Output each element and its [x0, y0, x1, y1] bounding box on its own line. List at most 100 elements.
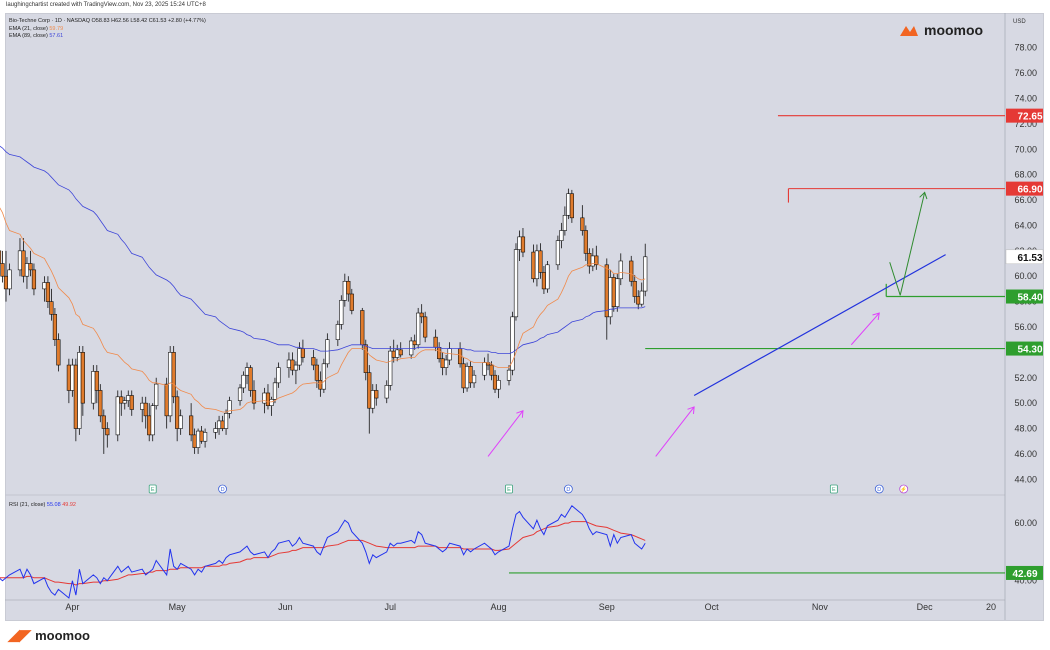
- candle: [290, 352, 295, 376]
- candle-body: [437, 346, 442, 360]
- candle-body: [213, 428, 218, 433]
- arrow-shaft: [889, 262, 901, 296]
- candle-body: [643, 256, 648, 292]
- pink-arrow: [487, 410, 524, 457]
- candle-body: [433, 336, 438, 348]
- candle: [178, 409, 183, 435]
- candle-body: [262, 392, 267, 404]
- candle: [559, 222, 564, 249]
- candle: [199, 425, 204, 444]
- candle: [45, 276, 51, 308]
- footer-brand: ◢◤ moomoo: [8, 626, 90, 644]
- candle-body: [423, 316, 428, 338]
- projection-arrow: [889, 191, 928, 296]
- candle: [444, 354, 449, 376]
- candle-body: [471, 374, 477, 384]
- x-tick-label: May: [169, 602, 187, 612]
- currency-label: USD: [1013, 19, 1026, 25]
- y-tick-label: 74.00: [1014, 94, 1037, 104]
- candle-body: [24, 263, 30, 277]
- candle-body: [265, 392, 271, 406]
- candle: [531, 244, 536, 283]
- candle-body: [464, 366, 470, 389]
- candle-body: [175, 396, 180, 429]
- x-tick-label: Jun: [278, 602, 293, 612]
- candle: [126, 390, 131, 407]
- event-marker-letter: D: [221, 487, 225, 493]
- price-label-last: 61.53: [1005, 249, 1044, 265]
- candle: [122, 396, 127, 410]
- event-marker: D: [218, 484, 227, 494]
- candle: [192, 428, 197, 454]
- price-label-text: 66.90: [1017, 185, 1042, 196]
- header-brand: moomoo: [900, 22, 983, 38]
- candle: [349, 288, 354, 315]
- candle: [0, 250, 5, 283]
- candle-body: [534, 250, 540, 280]
- price-label-box: [1006, 108, 1043, 123]
- candle: [17, 238, 23, 277]
- symbol-line: Bio-Techne Corp · 1D · NASDAQ O58.83 H62…: [9, 18, 206, 24]
- candle: [297, 342, 302, 371]
- price-label-text: 72.65: [1017, 112, 1042, 123]
- candle-body: [559, 230, 564, 241]
- candle-body: [251, 390, 257, 404]
- candle-body: [555, 240, 560, 266]
- rsi-price-label-box: [1006, 565, 1043, 580]
- candle: [419, 304, 424, 324]
- candle-body: [66, 364, 71, 391]
- candle: [342, 273, 347, 307]
- candle-body: [150, 405, 155, 436]
- y-tick-label: 60.00: [1014, 271, 1037, 281]
- arrow-head: [687, 406, 695, 414]
- event-marker: E: [829, 484, 838, 494]
- candle-body: [489, 364, 494, 376]
- candle: [496, 375, 501, 399]
- candle: [590, 248, 595, 272]
- candle-body: [17, 250, 23, 271]
- candle-body: [444, 359, 449, 368]
- candle-body: [94, 371, 99, 391]
- ema89-line: [0, 145, 646, 354]
- candle-body: [398, 349, 403, 356]
- candle: [66, 358, 71, 404]
- candle-body: [73, 364, 78, 429]
- candle-body: [531, 251, 536, 280]
- y-tick-label: 78.00: [1014, 43, 1037, 53]
- candle-body: [541, 272, 547, 290]
- y-tick-label: 68.00: [1014, 170, 1037, 180]
- candle: [143, 396, 148, 429]
- candle: [7, 263, 12, 296]
- arrow-head: [919, 191, 928, 200]
- candle-body: [510, 316, 515, 371]
- pink-arrow: [655, 406, 695, 457]
- candle-body: [618, 260, 623, 280]
- candle-body: [189, 415, 194, 436]
- candle: [220, 415, 225, 432]
- arrow-shaft: [899, 192, 926, 296]
- candle: [346, 276, 351, 302]
- candle: [538, 243, 543, 279]
- y-tick-label: 52.00: [1014, 373, 1037, 383]
- candle: [423, 311, 428, 343]
- candle-body: [52, 313, 58, 340]
- trendline: [693, 254, 946, 397]
- candle: [517, 230, 522, 261]
- grid: [5, 13, 1006, 620]
- candle-body: [538, 250, 543, 273]
- candle-body: [604, 264, 609, 318]
- pink-arrow: [850, 312, 880, 346]
- x-tick-label: Apr: [65, 602, 79, 612]
- candle-body: [412, 340, 417, 346]
- ema89-legend: EMA (89, close) 57.61: [9, 33, 63, 39]
- candle-body: [482, 362, 487, 376]
- header-brand-text: moomoo: [924, 22, 983, 38]
- candle-body: [164, 383, 169, 417]
- candle-body: [199, 430, 204, 442]
- moomoo-logo-icon: [900, 26, 918, 36]
- candle-body: [56, 339, 61, 366]
- candle-body: [566, 193, 571, 216]
- candle-body: [244, 367, 250, 376]
- x-tick-label: Nov: [812, 602, 829, 612]
